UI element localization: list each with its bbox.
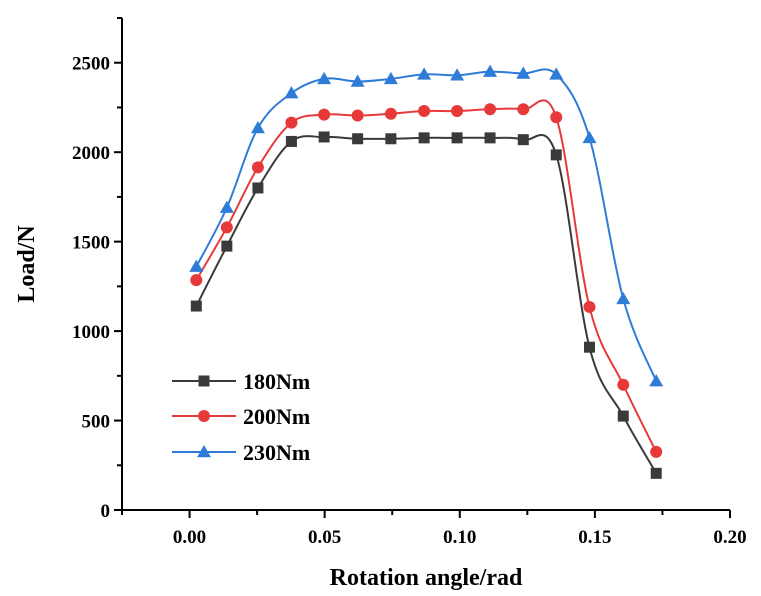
data-point-200Nm [318,108,331,121]
data-point-230Nm [649,374,664,387]
data-point-180Nm [583,341,595,353]
data-point-200Nm [583,300,596,313]
series-line-200Nm [195,99,658,453]
y-axis-title: Load/N [14,225,40,303]
y-tick-label: 1000 [72,322,110,343]
data-point-180Nm [484,132,496,144]
data-point-180Nm [221,240,233,252]
data-point-200Nm [418,105,431,118]
series-line-180Nm [195,133,658,474]
legend-marker-230Nm [197,445,211,458]
data-point-230Nm [616,291,631,305]
x-tick-label: 0.05 [308,527,341,548]
data-point-180Nm [252,182,264,194]
data-point-230Nm [549,67,564,80]
x-tick-label: 0.10 [443,527,476,548]
legend-label: 230Nm [243,440,310,465]
data-point-200Nm [190,274,203,287]
data-point-180Nm [418,132,430,144]
data-point-180Nm [550,149,562,161]
ticks [114,17,731,518]
data-point-230Nm [483,64,498,77]
data-point-200Nm [351,109,364,122]
data-point-180Nm [650,467,662,479]
data-point-200Nm [517,103,530,116]
y-tick-label: 2000 [72,143,110,164]
data-point-180Nm [352,133,364,145]
data-point-180Nm [385,133,397,145]
legend-marker-200Nm [198,410,210,422]
data-point-180Nm [318,131,330,143]
data-point-230Nm [250,121,265,134]
legend-label: 200Nm [243,404,310,429]
y-tick-label: 1500 [72,233,110,254]
data-point-200Nm [451,105,464,118]
data-point-230Nm [516,66,531,79]
data-point-230Nm [350,74,365,87]
y-tick-label: 2500 [72,54,110,75]
data-point-200Nm [484,103,497,116]
data-point-230Nm [417,67,432,80]
data-point-230Nm [582,130,597,144]
data-point-200Nm [285,116,298,129]
legend: 180Nm 200Nm 230Nm [172,369,310,465]
data-point-200Nm [220,221,233,234]
plot-lines [195,68,658,474]
data-point-230Nm [284,86,299,99]
data-point-230Nm [383,71,398,85]
x-tick-label: 0.00 [173,527,206,548]
x-tick-label: 0.20 [713,527,746,548]
axes [121,18,730,511]
data-point-230Nm [450,68,465,81]
data-point-200Nm [550,111,563,124]
data-point-180Nm [517,134,529,146]
y-tick-label: 0 [101,501,111,522]
data-point-180Nm [190,300,202,312]
data-point-180Nm [617,410,629,422]
x-axis-title: Rotation angle/rad [330,565,523,591]
data-point-230Nm [219,200,234,213]
data-point-200Nm [251,161,264,174]
tick-labels: 0 500 1000 1500 2000 2500 0.00 0.05 0.10 0.15 0.20 [72,54,747,548]
data-point-200Nm [384,107,397,120]
data-point-180Nm [451,132,463,144]
legend-label: 180Nm [243,369,310,394]
data-point-230Nm [189,259,204,272]
data-point-180Nm [285,135,297,147]
data-point-200Nm [617,378,630,391]
legend-marker-180Nm [198,375,210,387]
data-point-230Nm [317,71,332,85]
plot-markers [189,64,664,479]
data-point-200Nm [650,445,663,458]
series-line-230Nm [195,68,658,382]
y-tick-label: 500 [82,412,111,433]
x-tick-label: 0.15 [578,527,611,548]
